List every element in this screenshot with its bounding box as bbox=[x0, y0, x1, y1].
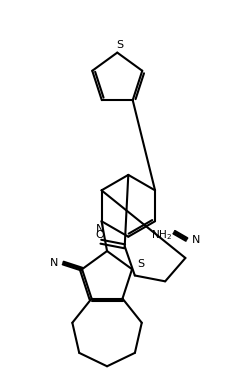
Text: S: S bbox=[138, 259, 145, 269]
Text: O: O bbox=[95, 230, 104, 240]
Text: NH$_2$: NH$_2$ bbox=[151, 229, 173, 242]
Text: N: N bbox=[50, 258, 59, 268]
Text: S: S bbox=[116, 40, 123, 50]
Text: N: N bbox=[192, 235, 200, 245]
Text: N: N bbox=[96, 224, 105, 234]
